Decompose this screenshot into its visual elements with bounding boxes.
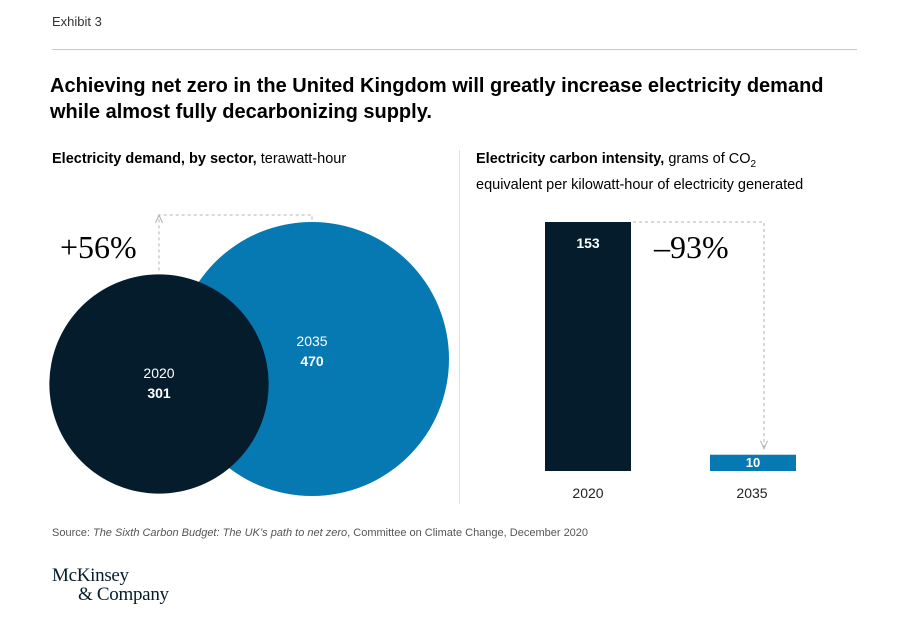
demand-bubble-chart: +56% 2035 470 2020 301 [49, 213, 449, 496]
intensity-change-arrow [633, 221, 765, 447]
bar-2020 [545, 222, 631, 471]
intensity-arrowhead [760, 440, 768, 450]
demand-arrowhead [155, 213, 163, 224]
bar-2035-value: 10 [746, 455, 760, 470]
demand-change-arrow [158, 214, 313, 271]
header-rule [52, 49, 857, 50]
demand-change-label: +56% [60, 229, 137, 265]
bubble-2020 [49, 274, 269, 494]
bar-2020-year: 2020 [572, 485, 603, 501]
intensity-bar-chart: 153 10 –93% 2020 2035 [545, 221, 796, 501]
intensity-title-unit-line2: equivalent per kilowatt-hour of electric… [476, 176, 804, 193]
source-note: Source: The Sixth Carbon Budget: The UK’… [52, 527, 588, 539]
panel-divider [459, 150, 460, 504]
demand-title-unit: terawatt-hour [256, 151, 347, 167]
exhibit-label: Exhibit 3 [52, 14, 102, 29]
intensity-change-label: –93% [653, 229, 729, 265]
bubble-2020-value: 301 [147, 385, 171, 401]
mckinsey-logo: McKinsey & Company [52, 566, 169, 604]
source-suffix: , Committee on Climate Change, December … [347, 527, 589, 539]
demand-panel-title: Electricity demand, by sector, terawatt-… [52, 149, 346, 170]
source-prefix: Source: [52, 527, 93, 539]
bubble-2035-year: 2035 [296, 333, 327, 349]
demand-title-bold: Electricity demand, by sector, [52, 151, 257, 167]
intensity-panel-title: Electricity carbon intensity, grams of C… [476, 149, 803, 196]
bar-2020-value: 153 [576, 235, 600, 251]
intensity-title-subscript: 2 [750, 158, 757, 170]
bar-2035 [710, 454, 796, 471]
bar-2035-year: 2035 [736, 485, 767, 501]
bubble-2035-value: 470 [300, 353, 324, 369]
chart-headline: Achieving net zero in the United Kingdom… [50, 75, 824, 123]
source-title: The Sixth Carbon Budget: The UK’s path t… [92, 527, 348, 539]
bubble-2020-year: 2020 [143, 365, 174, 381]
intensity-title-bold: Electricity carbon intensity, [476, 151, 665, 167]
logo-line1: McKinsey [52, 565, 129, 586]
intensity-title-unit: grams of CO [664, 151, 751, 167]
logo-line2: & Company [78, 584, 169, 605]
